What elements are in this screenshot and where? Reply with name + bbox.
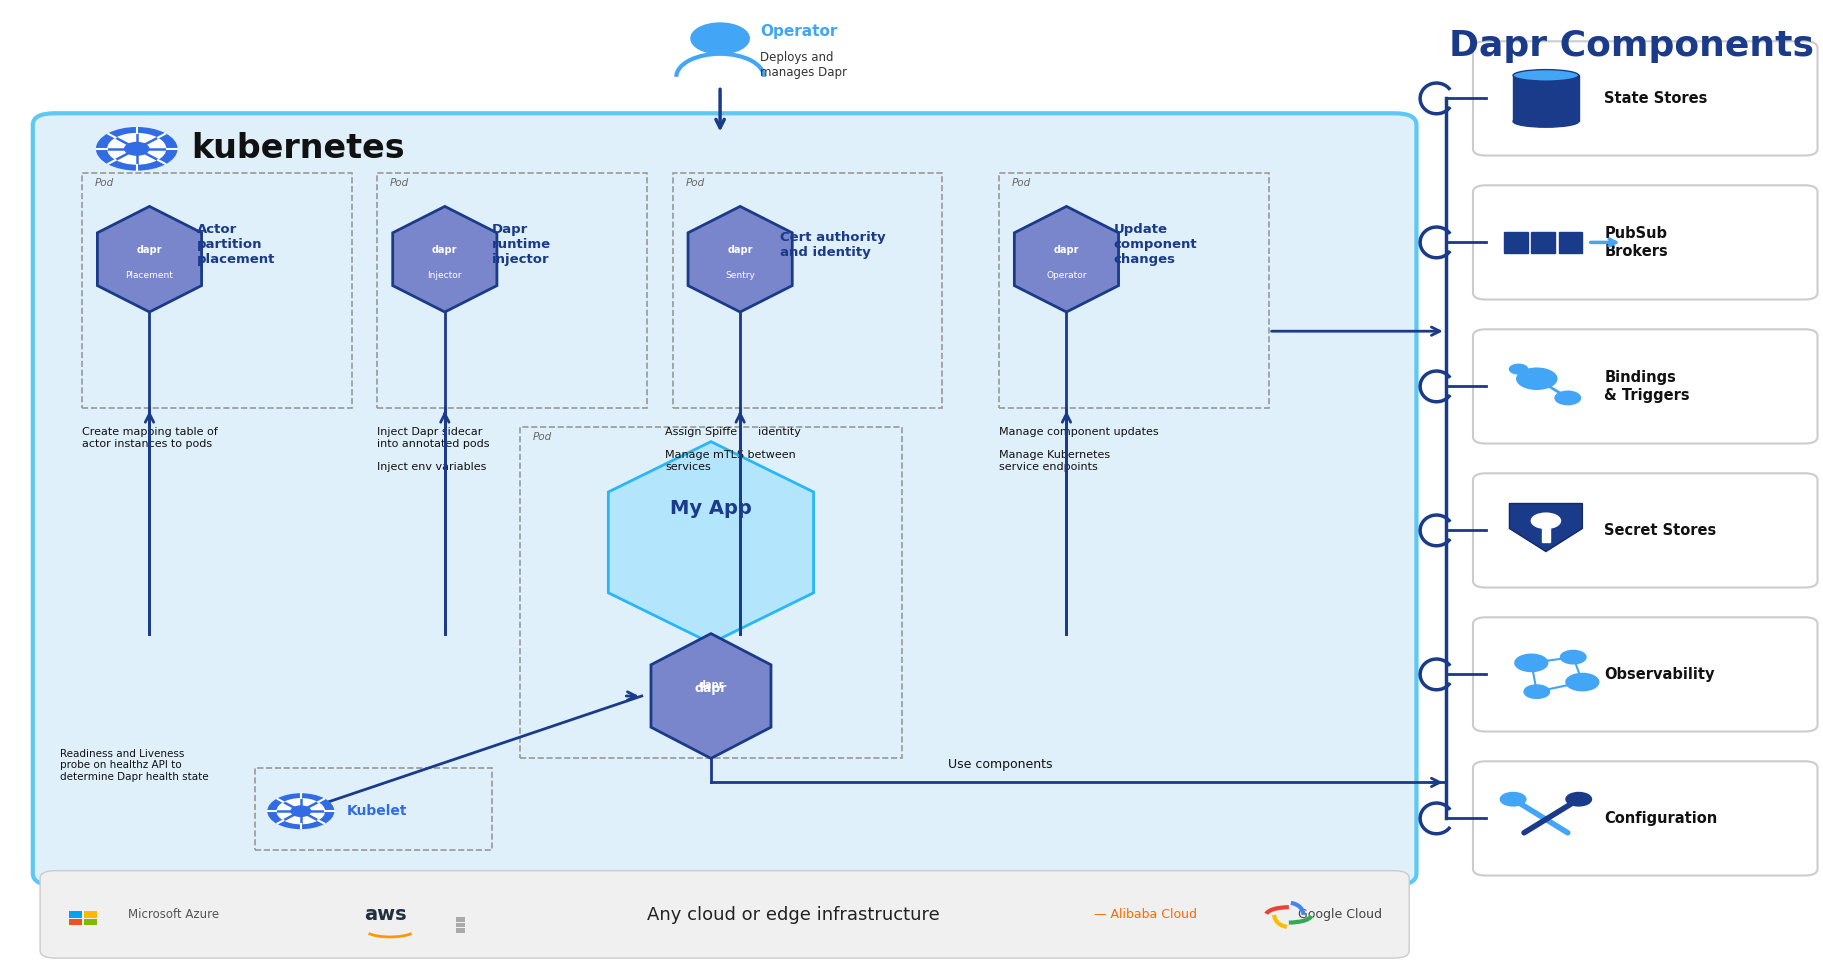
Circle shape [292,806,310,816]
Text: Actor
partition
placement: Actor partition placement [197,224,275,266]
Text: aws: aws [365,905,407,924]
Circle shape [1531,513,1560,528]
Text: Bindings
& Triggers: Bindings & Triggers [1604,371,1690,402]
Text: Pod: Pod [532,432,552,442]
Text: Manage component updates

Manage Kubernetes
service endpoints: Manage component updates Manage Kubernet… [999,427,1159,472]
Text: Configuration: Configuration [1604,811,1717,826]
Text: Dapr
runtime
injector: Dapr runtime injector [492,224,551,266]
Text: Injector: Injector [428,271,461,279]
Text: Readiness and Liveness
probe on healthz API to
determine Dapr health state: Readiness and Liveness probe on healthz … [60,749,210,782]
Bar [1504,232,1528,253]
Bar [1542,522,1550,541]
Text: Google Cloud: Google Cloud [1294,908,1382,922]
Circle shape [108,133,166,164]
Circle shape [124,142,149,156]
Text: Secret Stores: Secret Stores [1604,523,1717,538]
Polygon shape [651,634,771,758]
Text: dapr: dapr [727,245,753,254]
Text: kubernetes: kubernetes [191,132,405,165]
Circle shape [1560,651,1586,664]
Text: Use components: Use components [948,758,1052,772]
Text: Pod: Pod [1012,178,1032,187]
Text: Create mapping table of
actor instances to pods: Create mapping table of actor instances … [82,427,217,448]
Text: Assign Spiffe      identity

Manage mTLS between
services: Assign Spiffe identity Manage mTLS betwe… [665,427,802,472]
Bar [377,173,647,408]
Circle shape [1555,392,1581,405]
FancyBboxPatch shape [1473,473,1818,588]
Ellipse shape [1513,116,1579,128]
Bar [84,919,97,925]
Bar [82,173,352,408]
Text: Operator: Operator [760,24,837,39]
Bar [456,923,465,927]
Text: Dapr Components: Dapr Components [1449,29,1814,62]
Circle shape [1517,368,1557,389]
Bar [1531,232,1555,253]
FancyBboxPatch shape [1473,41,1818,156]
Text: dapr: dapr [432,245,458,254]
Bar [69,911,82,918]
Text: Placement: Placement [126,271,173,279]
Bar [456,917,465,922]
Circle shape [1509,365,1528,373]
Circle shape [1566,674,1599,691]
Text: dapr: dapr [137,245,162,254]
Text: Pod: Pod [95,178,115,187]
FancyBboxPatch shape [1473,185,1818,300]
FancyBboxPatch shape [1473,761,1818,876]
Text: State Stores: State Stores [1604,91,1708,106]
Text: Sentry: Sentry [726,271,755,279]
Text: Cert authority
and identity: Cert authority and identity [780,230,886,259]
Circle shape [1566,793,1591,806]
Circle shape [277,799,324,824]
Text: Kubelet: Kubelet [346,804,407,818]
Circle shape [97,128,177,170]
Text: Microsoft Azure: Microsoft Azure [128,908,219,922]
Bar [1559,232,1582,253]
Circle shape [1515,655,1548,672]
FancyBboxPatch shape [40,871,1409,958]
Text: Pod: Pod [685,178,706,187]
Text: Pod: Pod [390,178,410,187]
Circle shape [691,23,749,54]
Bar [456,928,465,933]
Bar [69,919,82,925]
Circle shape [268,794,334,828]
Text: Inject Dapr sidecar
into annotated pods

Inject env variables: Inject Dapr sidecar into annotated pods … [377,427,490,472]
Polygon shape [97,206,202,312]
Ellipse shape [1513,69,1579,82]
Bar [255,768,492,850]
Text: Deploys and
manages Dapr: Deploys and manages Dapr [760,51,848,79]
Text: Update
component
changes: Update component changes [1114,224,1198,266]
Bar [1513,76,1579,122]
Circle shape [1500,793,1526,806]
FancyBboxPatch shape [1473,329,1818,444]
Text: PubSub
Brokers: PubSub Brokers [1604,227,1668,258]
Bar [520,427,902,758]
Circle shape [1524,685,1550,699]
Text: dapr: dapr [695,682,727,695]
Polygon shape [1509,503,1582,551]
Bar [673,173,942,408]
Polygon shape [609,442,813,643]
Text: My App: My App [671,499,751,518]
Text: Observability: Observability [1604,667,1715,682]
Polygon shape [1014,206,1119,312]
Bar [84,911,97,918]
Polygon shape [687,206,793,312]
Bar [999,173,1269,408]
Text: dapr: dapr [698,680,724,690]
Text: Any cloud or edge infrastructure: Any cloud or edge infrastructure [647,906,939,924]
Polygon shape [392,206,498,312]
Text: dapr: dapr [1054,245,1079,254]
Text: Operator: Operator [1046,271,1087,279]
FancyBboxPatch shape [1473,617,1818,732]
FancyBboxPatch shape [33,113,1416,885]
Text: — Alibaba Cloud: — Alibaba Cloud [1094,908,1198,922]
